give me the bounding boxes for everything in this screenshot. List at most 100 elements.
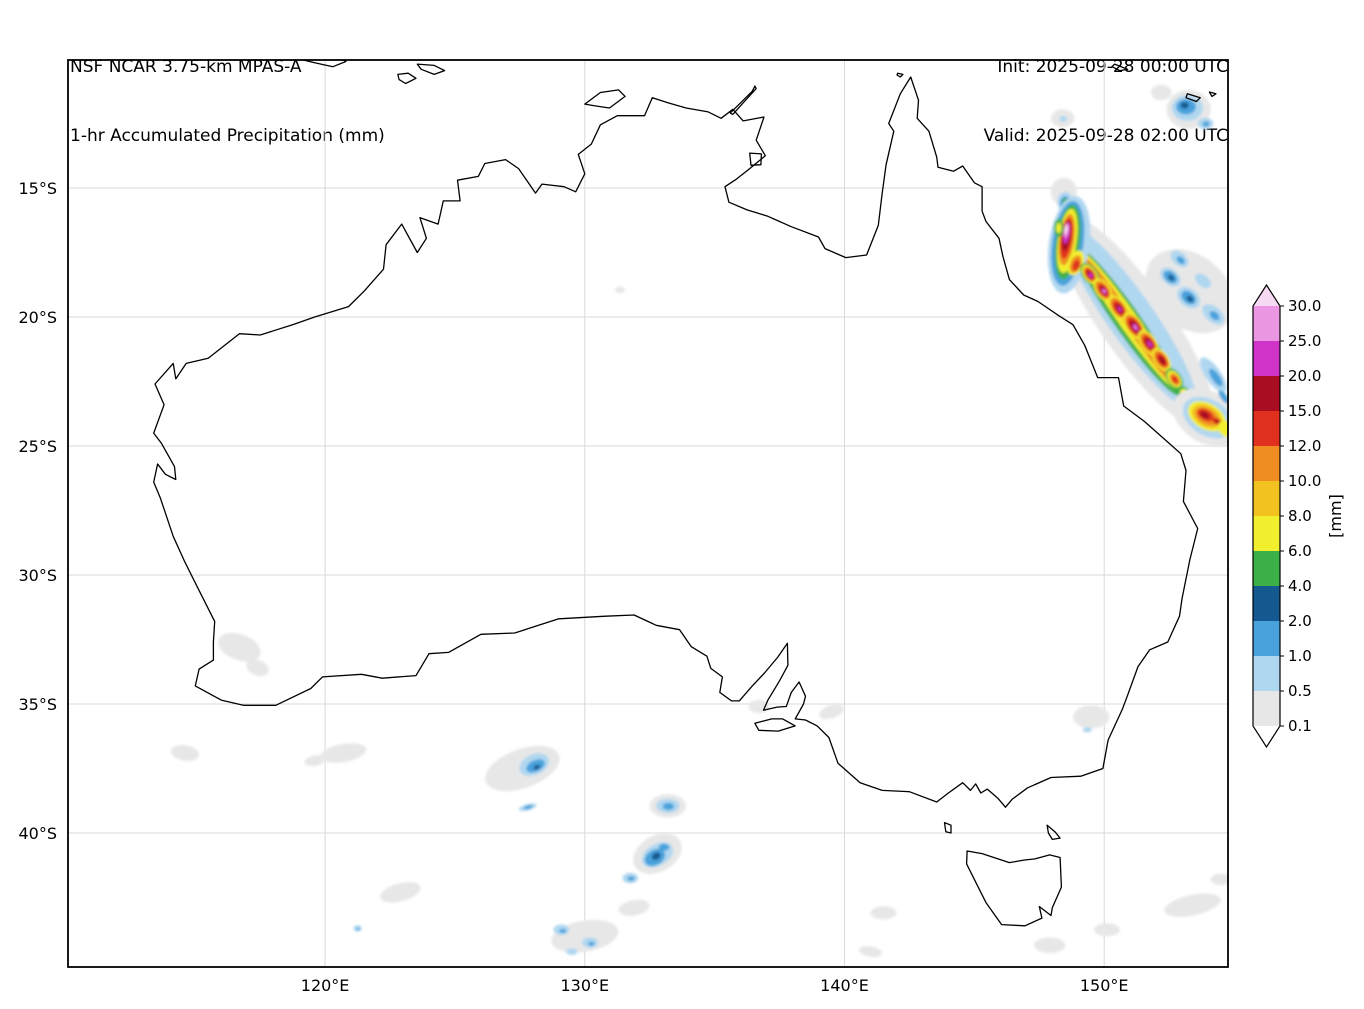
latitude-labels: 15°S 20°S 25°S 30°S 35°S 40°S <box>18 179 57 843</box>
precip-blob <box>819 704 844 720</box>
longitude-labels: 120°E 130°E 140°E 150°E <box>301 976 1129 995</box>
title-block: NSF NCAR 3.75-km MPAS-A 1-hr Accumulated… <box>70 10 385 194</box>
precip-blob <box>1150 84 1172 101</box>
precip-blob <box>651 852 661 860</box>
precip-blob <box>1059 115 1068 122</box>
coastline-torres_islet <box>896 72 904 78</box>
lat-tick-label: 15°S <box>18 179 57 198</box>
coastline-rossel <box>1208 91 1217 98</box>
colorbar-tick-label: 30.0 <box>1288 297 1321 315</box>
precip-blob <box>1195 273 1211 289</box>
precip-blob <box>523 805 533 810</box>
coastline-sumba <box>300 60 347 68</box>
precip-blob <box>1102 289 1106 293</box>
coastline-groote_eylandt <box>749 152 763 166</box>
coastline-tasmania <box>965 850 1063 927</box>
precip-blob <box>614 286 626 293</box>
colorbar-tick-label: 2.0 <box>1288 612 1312 630</box>
coastline-king_island <box>943 821 952 834</box>
precip-blob <box>1034 937 1066 953</box>
coastline-wessel_islands <box>729 85 757 116</box>
precip-blob <box>551 919 619 953</box>
coastline-tiwi_islands <box>584 89 626 109</box>
colorbar-segment <box>1253 656 1280 691</box>
precipitation-field <box>170 84 1228 958</box>
coastline-flinders_island <box>1046 824 1061 841</box>
coastline-kangaroo_island <box>754 718 796 732</box>
precip-blob <box>1073 705 1110 729</box>
gridlines <box>68 60 1228 967</box>
precip-blob <box>1202 121 1210 127</box>
precip-blob <box>1093 923 1120 937</box>
precip-blob <box>218 632 261 662</box>
precip-blob <box>320 743 367 763</box>
coastline-tagula <box>1185 93 1201 103</box>
precip-blob <box>1171 375 1179 384</box>
precip-blob <box>1218 390 1228 404</box>
colorbar-tick-label: 12.0 <box>1288 437 1321 455</box>
precip-blob <box>1186 295 1194 303</box>
precip-blob <box>559 928 567 934</box>
colorbar-segment <box>1253 481 1280 516</box>
precip-blob <box>870 906 897 920</box>
colorbar-under-arrow <box>1253 726 1280 747</box>
colorbar-segment <box>1253 446 1280 481</box>
precip-blob <box>1168 274 1175 281</box>
coastline-rote <box>397 72 417 85</box>
colorbar-segment <box>1253 411 1280 446</box>
colorbar-tick-label: 0.1 <box>1288 717 1312 735</box>
precip-blob <box>1164 893 1221 917</box>
precip-blob <box>858 946 883 958</box>
colorbar-over-arrow <box>1253 285 1280 306</box>
colorbar-tick-label: 0.5 <box>1288 682 1312 700</box>
precip-blob <box>1117 306 1122 312</box>
precip-blob <box>1082 727 1092 733</box>
precip-blob <box>380 882 421 903</box>
coastlines <box>153 60 1217 927</box>
init-time: Init: 2025-09-28 00:00 UTC <box>997 57 1228 77</box>
precip-blob <box>1209 368 1223 387</box>
precip-blob <box>170 745 200 761</box>
precip-blob <box>566 948 578 955</box>
colorbar-tick-label: 1.0 <box>1288 647 1312 665</box>
colorbar-segment <box>1253 341 1280 376</box>
colorbar-tick-label: 6.0 <box>1288 542 1312 560</box>
precip-blob <box>1176 256 1185 265</box>
precip-blob <box>588 941 595 946</box>
precip-blob <box>1199 411 1210 419</box>
lat-tick-label: 20°S <box>18 308 57 327</box>
precip-blob <box>1214 419 1220 424</box>
colorbar-segment <box>1253 306 1280 341</box>
colorbar-tick-label: 4.0 <box>1288 577 1312 595</box>
colorbar-segment <box>1253 516 1280 551</box>
coastline-timor_tip <box>416 63 446 76</box>
precip-blob <box>1064 224 1068 234</box>
precip-blob <box>658 843 670 851</box>
colorbar-segment <box>1253 551 1280 586</box>
precip-blob <box>662 802 675 810</box>
lon-tick-label: 120°E <box>301 976 350 995</box>
lat-tick-label: 25°S <box>18 437 57 456</box>
precip-blob <box>748 700 770 713</box>
precip-blob <box>1147 340 1153 348</box>
lat-tick-label: 40°S <box>18 824 57 843</box>
precip-blob <box>533 764 541 770</box>
coastline-png_tip <box>1111 63 1129 72</box>
precip-blob <box>1133 325 1137 330</box>
lon-tick-label: 140°E <box>820 976 869 995</box>
precip-blob <box>1210 873 1228 886</box>
precip-blob <box>618 899 650 916</box>
precip-blob <box>356 927 360 931</box>
precip-blob <box>1209 311 1220 321</box>
colorbar-unit-label: [mm] <box>1326 494 1345 538</box>
colorbar-tick-label: 15.0 <box>1288 402 1321 420</box>
model-title: NSF NCAR 3.75-km MPAS-A <box>70 57 302 77</box>
colorbar-tick-label: 20.0 <box>1288 367 1321 385</box>
product-title: 1-hr Accumulated Precipitation (mm) <box>70 126 385 146</box>
precip-blob <box>1072 259 1080 271</box>
precip-blob <box>1088 272 1093 278</box>
lon-tick-label: 130°E <box>560 976 609 995</box>
colorbar-segment <box>1253 376 1280 411</box>
